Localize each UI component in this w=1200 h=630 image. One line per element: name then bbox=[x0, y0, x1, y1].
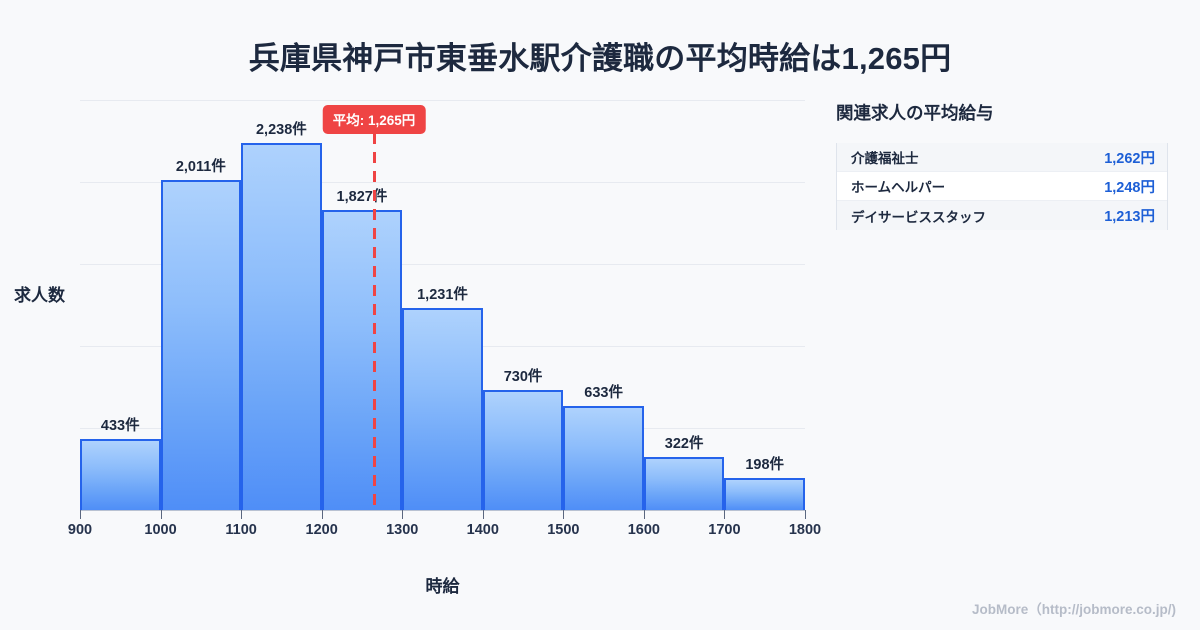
page-title: 兵庫県神戸市東垂水駅介護職の平均時給は1,265円 bbox=[248, 41, 952, 76]
bar-value-label: 1,231件 bbox=[417, 287, 468, 304]
x-axis-tick bbox=[80, 510, 81, 519]
bar-value-label: 322件 bbox=[664, 436, 704, 453]
mean-badge: 平均: 1,265円 bbox=[322, 105, 426, 134]
salary-row-value: 1,262円 bbox=[1104, 150, 1155, 167]
gridline bbox=[80, 264, 805, 265]
x-axis-tick-label: 1200 bbox=[305, 522, 338, 538]
x-axis-tick-label: 1500 bbox=[547, 522, 580, 538]
histogram-bar bbox=[563, 406, 644, 510]
y-axis-title: 求人数 bbox=[14, 286, 65, 305]
histogram-bar bbox=[160, 180, 242, 510]
mean-line bbox=[372, 133, 376, 511]
histogram-plot: 433件 2,011件 2,238件 1,827件 1,231件 730件 633件 322件… bbox=[14, 100, 822, 596]
salary-row-value: 1,213円 bbox=[1104, 209, 1155, 225]
x-axis-tick bbox=[241, 510, 242, 519]
x-axis-tick bbox=[322, 510, 323, 519]
x-axis-baseline bbox=[80, 510, 805, 511]
bar-value-label: 433件 bbox=[100, 417, 140, 434]
histogram-bar bbox=[321, 210, 403, 510]
histogram-bar bbox=[80, 438, 161, 510]
gridline bbox=[80, 182, 805, 183]
x-axis-tick-label: 1600 bbox=[627, 522, 661, 538]
histogram-bar bbox=[402, 308, 483, 510]
salary-row[interactable]: デイサービススタッフ 1,213円 bbox=[837, 201, 1167, 230]
x-axis-tick-label: 1800 bbox=[788, 522, 822, 538]
bar-value-label: 730件 bbox=[503, 369, 543, 386]
histogram-bar bbox=[482, 390, 564, 510]
bar-value-label: 2,011件 bbox=[175, 159, 226, 176]
gridline bbox=[80, 100, 805, 101]
histogram-bar bbox=[724, 477, 805, 510]
x-axis-tick bbox=[161, 510, 162, 519]
x-axis-tick-label: 1000 bbox=[144, 522, 177, 538]
x-axis-tick bbox=[724, 510, 725, 519]
salary-row[interactable]: 介護福祉士 1,262円 bbox=[837, 143, 1167, 172]
salary-row-name: 介護福祉士 bbox=[851, 151, 919, 166]
x-axis-tick bbox=[805, 510, 806, 519]
bar-value-label: 198件 bbox=[745, 456, 785, 473]
salary-table: 介護福祉士 1,262円ホームヘルパー 1,248円デイサービススタッフ 1,213円 bbox=[836, 143, 1168, 230]
salary-row[interactable]: ホームヘルパー 1,248円 bbox=[837, 172, 1167, 201]
x-axis-title: 時給 bbox=[425, 577, 460, 596]
x-axis-tick bbox=[402, 510, 403, 519]
related-salary-panel: 関連求人の平均給与 介護福祉士 1,262円ホームヘルパー 1,248円デイサービス… bbox=[836, 100, 1168, 230]
x-axis-tick-label: 1300 bbox=[386, 522, 419, 538]
bar-value-label: 633件 bbox=[584, 385, 623, 402]
x-axis-tick bbox=[644, 510, 645, 519]
histogram-bar bbox=[241, 142, 322, 510]
x-axis-tick bbox=[563, 510, 564, 519]
x-axis-tick-label: 1100 bbox=[225, 522, 257, 538]
x-axis-tick-label: 1400 bbox=[466, 522, 499, 538]
salary-row-name: ホームヘルパー bbox=[851, 180, 946, 195]
side-panel-title: 関連求人の平均給与 bbox=[836, 103, 994, 123]
salary-row-name: デイサービススタッフ bbox=[851, 209, 986, 225]
histogram-bar bbox=[643, 457, 725, 510]
x-axis-tick-label: 900 bbox=[67, 522, 93, 538]
bar-value-label: 2,238件 bbox=[255, 121, 307, 138]
bar-value-label: 1,827件 bbox=[336, 189, 388, 206]
salary-row-value: 1,248円 bbox=[1104, 179, 1155, 196]
footer-watermark: JobMore（http://jobmore.co.jp/) bbox=[972, 602, 1176, 617]
x-axis-tick-label: 1700 bbox=[708, 522, 741, 538]
x-axis-tick bbox=[483, 510, 484, 519]
